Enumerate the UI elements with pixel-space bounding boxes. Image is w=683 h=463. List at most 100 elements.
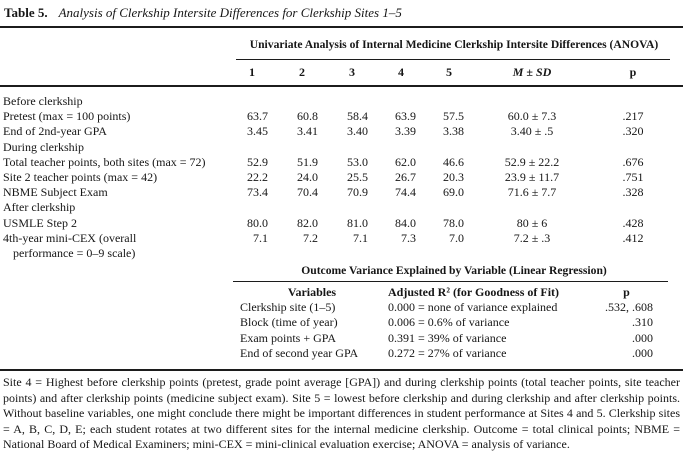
row-label: Total teacher points, both sites (max = … <box>3 154 206 169</box>
anova-section-header: Univariate Analysis of Internal Medicine… <box>249 38 659 51</box>
table-title: Table 5. Analysis of Clerkship Intersite … <box>4 4 402 22</box>
site-value: 7.1 <box>353 230 368 245</box>
p-value: .000 <box>632 330 653 345</box>
site-value: 63.7 <box>247 109 268 124</box>
table-number: Table 5. <box>4 5 48 20</box>
site-value: 73.4 <box>247 185 268 200</box>
table-footnote: Site 4 = Highest before clerkship points… <box>3 375 680 451</box>
anova-data-row: USMLE Step 2 80.0 82.0 81.0 84.0 78.0 80 ± 6 .4… <box>0 216 675 231</box>
p-value: .328 <box>622 185 644 200</box>
adjusted-r2-value: 0.272 = 27% of variance <box>388 345 507 360</box>
site-value: 62.0 <box>395 154 416 169</box>
regression-section-header: Outcome Variance Explained by Variable (… <box>301 264 607 277</box>
bottom-rule <box>0 369 683 371</box>
regression-data-row: Clerkship site (1–5) 0.000 = none of vari… <box>238 300 655 315</box>
site-value: 3.38 <box>443 124 464 139</box>
regression-column-header: p <box>623 285 630 299</box>
site-value: 24.0 <box>297 169 318 184</box>
anova-data-row: NBME Subject Exam 73.4 70.4 70.9 74.4 69.0 71.… <box>0 185 675 200</box>
p-value: .320 <box>622 124 644 139</box>
anova-column-header: 4 <box>398 65 404 79</box>
row-label: performance = 0–9 scale) <box>13 245 136 260</box>
site-value: 74.4 <box>395 185 416 200</box>
mean-sd-value: 71.6 ± 7.7 <box>507 185 557 200</box>
p-value: .412 <box>622 230 644 245</box>
anova-column-header: 5 <box>446 65 452 79</box>
p-value: .676 <box>622 154 644 169</box>
anova-data-row: Total teacher points, both sites (max = … <box>0 155 675 170</box>
site-value: 3.40 <box>347 124 368 139</box>
site-value: 81.0 <box>347 215 368 230</box>
row-label: Before clerkship <box>3 94 83 108</box>
adjusted-r2-value: 0.000 = none of variance explained <box>388 300 558 315</box>
p-value: .217 <box>622 109 644 124</box>
site-value: 53.0 <box>347 154 368 169</box>
mean-sd-value: 52.9 ± 22.2 <box>504 154 560 169</box>
regression-data-row: Exam points + GPA 0.391 = 39% of variance… <box>238 331 655 346</box>
regression-column-header: Adjusted R² (for Goodness of Fit) <box>388 285 560 299</box>
variable-label: Block (time of year) <box>240 315 338 330</box>
site-value: 7.2 <box>303 230 318 245</box>
row-label: Site 2 teacher points (max = 42) <box>3 169 158 184</box>
p-value: .751 <box>622 169 644 184</box>
row-label: USMLE Step 2 <box>3 215 78 230</box>
variable-label: Exam points + GPA <box>240 330 336 345</box>
anova-section-row: Before clerkship <box>0 94 675 109</box>
row-label: End of 2nd-year GPA <box>3 124 107 139</box>
site-value: 3.41 <box>297 124 318 139</box>
anova-corner-cell <box>0 64 227 81</box>
row-label: 4th-year mini-CEX (overall <box>3 230 137 245</box>
mean-sd-value: 80 ± 6 <box>516 215 548 230</box>
anova-data-row: performance = 0–9 scale) <box>0 246 675 261</box>
anova-header-rule <box>236 59 670 60</box>
site-value: 7.3 <box>401 230 416 245</box>
site-value: 26.7 <box>395 169 416 184</box>
p-value: .000 <box>632 345 653 360</box>
site-value: 80.0 <box>247 215 268 230</box>
site-value: 69.0 <box>443 185 464 200</box>
anova-column-header: M ± SD <box>512 65 552 79</box>
site-value: 3.45 <box>247 124 268 139</box>
p-value: .532, .608 <box>605 300 653 315</box>
site-value: 78.0 <box>443 215 464 230</box>
regression-data-row: Block (time of year) 0.006 = 0.6% of vari… <box>238 315 655 330</box>
site-value: 46.6 <box>443 154 464 169</box>
anova-column-header-row: 1 2 3 4 5 M ± SD p <box>0 64 675 81</box>
site-value: 82.0 <box>297 215 318 230</box>
row-label: NBME Subject Exam <box>3 185 108 200</box>
row-label: After clerkship <box>3 200 76 215</box>
site-value: 63.9 <box>395 109 416 124</box>
mean-sd-value: 7.2 ± .3 <box>513 230 551 245</box>
anova-column-header: 2 <box>299 65 305 79</box>
mid-rule <box>0 85 683 87</box>
regression-header-rule <box>233 281 668 282</box>
site-value: 52.9 <box>247 154 268 169</box>
adjusted-r2-value: 0.006 = 0.6% of variance <box>388 315 510 330</box>
variable-label: End of second year GPA <box>240 345 359 360</box>
site-value: 20.3 <box>443 169 464 184</box>
anova-table-body: Before clerkship Pretest (max = 100 point… <box>0 94 675 261</box>
anova-section-row: During clerkship <box>0 140 675 155</box>
site-value: 51.9 <box>297 154 318 169</box>
site-value: 57.5 <box>443 109 464 124</box>
site-value: 25.5 <box>347 169 368 184</box>
site-value: 7.0 <box>449 230 464 245</box>
anova-data-row: 4th-year mini-CEX (overall 7.1 7.2 7.1 7.3 7.… <box>0 231 675 246</box>
anova-column-header: p <box>629 65 637 79</box>
p-value: .310 <box>632 315 653 330</box>
anova-data-row: End of 2nd-year GPA 3.45 3.41 3.40 3.39 3.38 3… <box>0 124 675 139</box>
regression-data-row: End of second year GPA 0.272 = 27% of var… <box>238 346 655 361</box>
site-value: 70.9 <box>347 185 368 200</box>
site-value: 22.2 <box>247 169 268 184</box>
adjusted-r2-value: 0.391 = 39% of variance <box>388 330 507 345</box>
site-value: 70.4 <box>297 185 318 200</box>
top-rule <box>0 26 683 28</box>
mean-sd-value: 3.40 ± .5 <box>510 124 554 139</box>
regression-table: Variables Adjusted R² (for Goodness of Fi… <box>238 285 655 361</box>
anova-data-row: Pretest (max = 100 points) 63.7 60.8 58.4 63… <box>0 109 675 124</box>
mean-sd-value: 23.9 ± 11.7 <box>504 169 560 184</box>
site-value: 3.39 <box>395 124 416 139</box>
site-value: 7.1 <box>253 230 268 245</box>
regression-header-row: Variables Adjusted R² (for Goodness of Fi… <box>238 285 655 300</box>
